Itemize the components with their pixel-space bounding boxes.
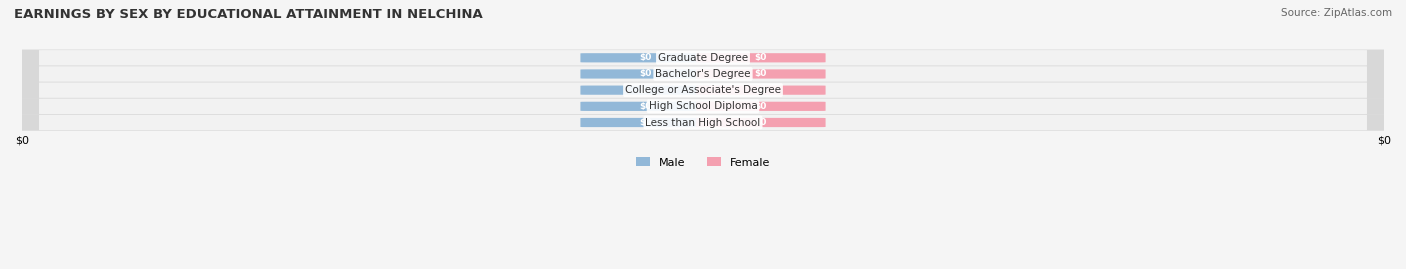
Text: $0: $0 [755, 102, 768, 111]
Text: $0: $0 [755, 118, 768, 127]
Text: Graduate Degree: Graduate Degree [658, 53, 748, 63]
FancyBboxPatch shape [696, 69, 825, 79]
Text: $0: $0 [755, 86, 768, 95]
Text: $0: $0 [638, 53, 651, 62]
FancyBboxPatch shape [15, 66, 1391, 82]
FancyBboxPatch shape [39, 83, 1367, 98]
Text: $0: $0 [638, 86, 651, 95]
FancyBboxPatch shape [696, 86, 825, 95]
Text: $0: $0 [638, 69, 651, 79]
Text: Bachelor's Degree: Bachelor's Degree [655, 69, 751, 79]
FancyBboxPatch shape [15, 114, 1391, 131]
FancyBboxPatch shape [581, 53, 710, 62]
FancyBboxPatch shape [581, 118, 710, 127]
FancyBboxPatch shape [39, 50, 1367, 65]
FancyBboxPatch shape [15, 49, 1391, 66]
Text: Source: ZipAtlas.com: Source: ZipAtlas.com [1281, 8, 1392, 18]
Text: College or Associate's Degree: College or Associate's Degree [626, 85, 780, 95]
Text: High School Diploma: High School Diploma [648, 101, 758, 111]
Text: $0: $0 [638, 118, 651, 127]
Text: $0: $0 [755, 53, 768, 62]
FancyBboxPatch shape [581, 86, 710, 95]
FancyBboxPatch shape [39, 99, 1367, 114]
Text: EARNINGS BY SEX BY EDUCATIONAL ATTAINMENT IN NELCHINA: EARNINGS BY SEX BY EDUCATIONAL ATTAINMEN… [14, 8, 482, 21]
FancyBboxPatch shape [581, 69, 710, 79]
Text: $0: $0 [755, 69, 768, 79]
FancyBboxPatch shape [696, 102, 825, 111]
FancyBboxPatch shape [581, 102, 710, 111]
FancyBboxPatch shape [39, 66, 1367, 82]
Legend: Male, Female: Male, Female [631, 153, 775, 172]
FancyBboxPatch shape [696, 53, 825, 62]
FancyBboxPatch shape [696, 118, 825, 127]
FancyBboxPatch shape [15, 82, 1391, 98]
Text: Less than High School: Less than High School [645, 118, 761, 128]
FancyBboxPatch shape [39, 115, 1367, 130]
FancyBboxPatch shape [15, 98, 1391, 115]
Text: $0: $0 [638, 102, 651, 111]
